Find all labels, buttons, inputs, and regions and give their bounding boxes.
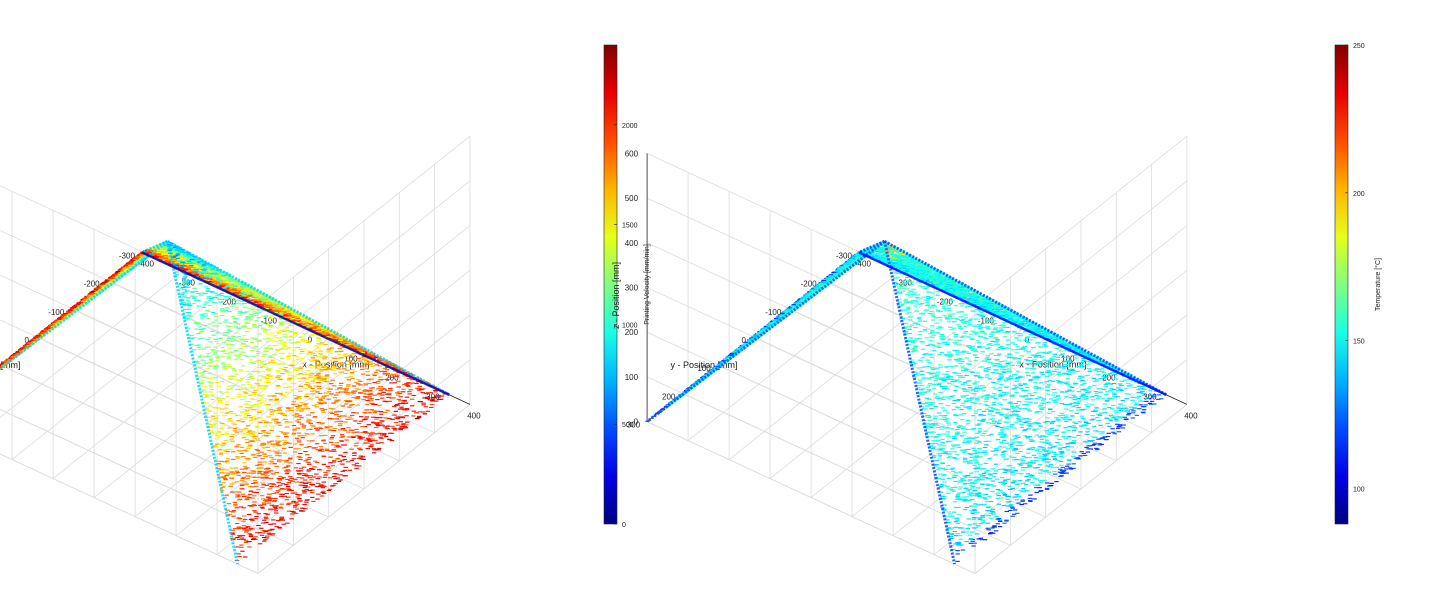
point-cloud: [0, 239, 451, 565]
grid-line: [0, 319, 259, 440]
grid-line: [257, 404, 471, 574]
x-tick-label: -100: [261, 316, 278, 325]
grid-lines: [0, 135, 471, 574]
y-axis-label: y - Position [mm]: [0, 360, 21, 370]
plot-printing-velocity: -400-300-200-1000100200300400-300-200-10…: [0, 44, 651, 574]
x-tick-label: 100: [344, 354, 358, 363]
grid-line: [0, 230, 259, 351]
grid-line: [0, 274, 259, 396]
x-axis-label: x - Position [mm]: [302, 359, 369, 369]
grid-line: [0, 364, 259, 485]
x-tick-label: 300: [426, 392, 440, 401]
y-tick-label: -100: [48, 308, 65, 317]
x-tick-label: 400: [467, 411, 481, 420]
x-tick-label: -200: [220, 297, 237, 306]
grid-line: [0, 453, 259, 574]
x-tick-label: 200: [385, 373, 399, 382]
y-tick-label: -300: [119, 251, 136, 260]
x-tick-label: -400: [138, 259, 155, 268]
grid-line: [71, 308, 400, 462]
grid-line: [257, 135, 471, 306]
grid-line: [0, 408, 259, 530]
y-tick-label: 0: [25, 336, 30, 345]
x-tick-label: 0: [308, 335, 313, 344]
y-tick-label: -200: [84, 280, 101, 289]
grid-line: [257, 225, 471, 396]
grid-line: [0, 408, 294, 546]
